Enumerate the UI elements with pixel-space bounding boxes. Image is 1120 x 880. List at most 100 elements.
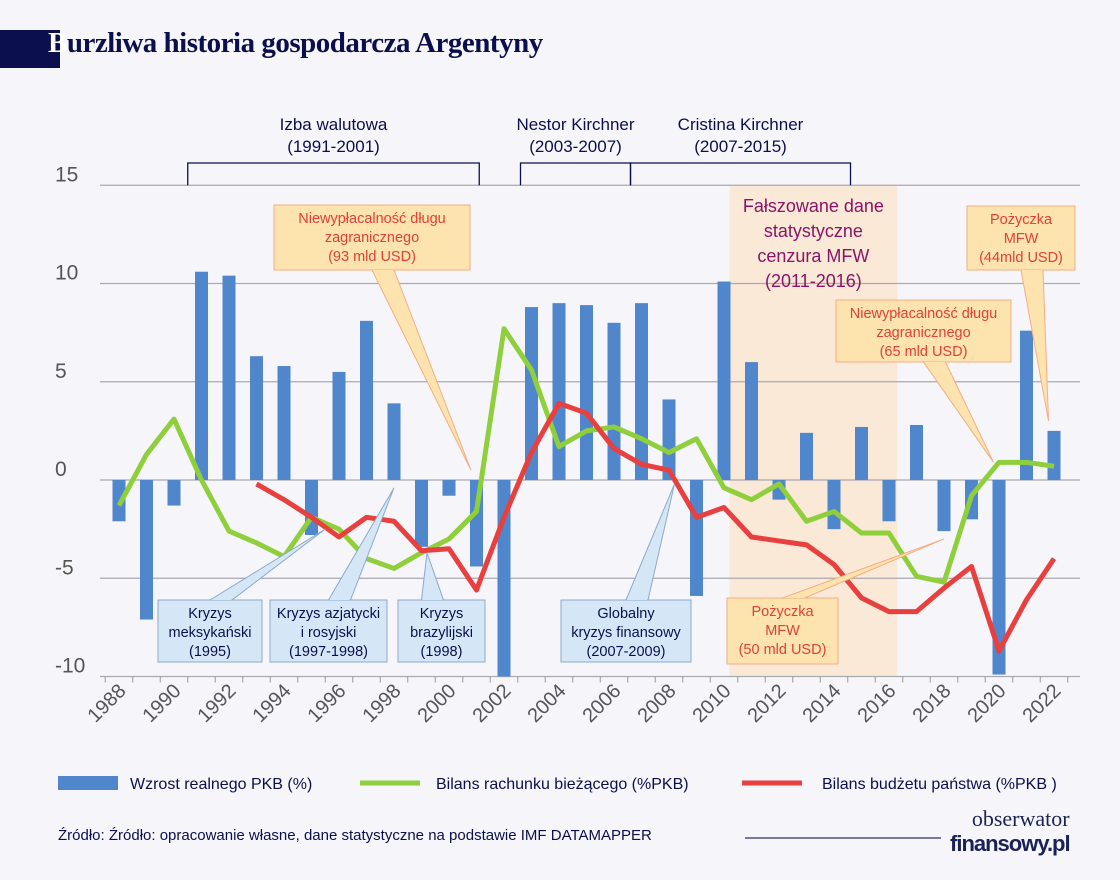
period-bracket [187, 162, 480, 186]
x-tick-label: 1992 [194, 680, 241, 727]
period-label: (2007-2015) [694, 137, 787, 156]
bar-gdp-growth [195, 271, 208, 480]
callout-label: (1995) [189, 644, 231, 660]
legend-label-current-account: Bilans rachunku bieżącego (%PKB) [436, 776, 689, 793]
bar-gdp-growth [580, 305, 593, 480]
callout-label: i rosyjski [301, 625, 357, 641]
bar-gdp-growth [387, 403, 401, 480]
bar-gdp-growth [607, 322, 621, 480]
bar-gdp-growth [332, 371, 346, 480]
logo-line2: finansowy.pl [950, 831, 1071, 856]
x-tick-label: 2018 [909, 680, 956, 727]
callout-label: brazylijski [410, 625, 473, 641]
x-tick-label: 1990 [139, 680, 186, 727]
shaded-period-label: Fałszowane dane [743, 196, 884, 216]
title-first-letter: B [48, 27, 67, 59]
x-tick-label: 2006 [579, 680, 626, 727]
callout-join [924, 362, 964, 413]
bar-gdp-growth [882, 480, 896, 522]
callout-label: zagranicznego [876, 325, 970, 341]
shaded-period-label: statystyczne [764, 221, 863, 241]
x-tick-label: 2010 [689, 680, 736, 727]
period-label: Nestor Kirchner [516, 115, 634, 134]
period-label: (1991-2001) [287, 137, 380, 156]
bar-gdp-growth [250, 356, 263, 480]
x-tick-label: 2014 [799, 680, 846, 727]
shaded-period-label: (2011-2016) [765, 271, 862, 291]
chart-title: Burzliwa historia gospodarcza Argentyny [48, 27, 543, 60]
callout-join [211, 564, 274, 600]
bar-gdp-growth [415, 480, 428, 547]
callout-join [373, 270, 427, 371]
callout-label: meksykański [169, 625, 252, 641]
bar-gdp-growth [222, 275, 236, 480]
bar-gdp-growth [690, 480, 703, 596]
callout-box [966, 205, 1076, 271]
x-tick-label: 2004 [524, 680, 571, 727]
callout-label: MFW [1004, 231, 1039, 247]
callout-label: (65 mld USD) [880, 344, 968, 360]
bar-gdp-growth [442, 480, 456, 496]
callout-label: kryzys finansowy [571, 625, 681, 641]
bar-gdp-growth [525, 307, 538, 480]
callout-label: Niewypłacalność długu [298, 211, 446, 227]
callout-pointer [371, 269, 472, 471]
callout-pointer [922, 361, 994, 463]
logo: obserwator finansowy.pl [950, 806, 1071, 856]
line-budget-balance [255, 400, 1057, 654]
line-current-account [116, 326, 1055, 585]
bar-gdp-growth [1020, 330, 1033, 480]
y-tick-label: 15 [55, 163, 78, 186]
bar-gdp-growth [552, 303, 566, 480]
callout-label: (2007-2009) [587, 644, 666, 660]
shaded-period-label: cenzura MFW [757, 246, 869, 266]
callout-label: Niewypłacalność długu [850, 306, 998, 322]
x-tick-label: 2008 [634, 680, 681, 727]
callout-label: Pożyczka [751, 604, 814, 620]
source-note: Źródło: Źródło: opracowanie własne, dane… [58, 827, 652, 844]
logo-line1: obserwator [971, 806, 1070, 831]
callout-label: Kryzys [188, 606, 232, 622]
callout-label: MFW [765, 623, 800, 639]
x-tick-label: 1996 [304, 680, 351, 727]
bar-gdp-growth [827, 480, 841, 530]
callout-join [783, 568, 869, 598]
callout-box [560, 599, 692, 663]
callout-label: (1997-1998) [289, 644, 368, 660]
bar-gdp-growth [360, 320, 373, 480]
callout-pointer [625, 483, 675, 601]
source-divider [745, 837, 941, 839]
x-tick-label: 2012 [744, 680, 791, 727]
legend-label-gdp: Wzrost realnego PKB (%) [130, 776, 312, 793]
bar-gdp-growth [910, 424, 923, 480]
callout-join [329, 543, 367, 600]
callout-label: zagranicznego [325, 230, 419, 246]
callout-label: (93 mld USD) [328, 249, 416, 265]
bar-gdp-growth [800, 432, 813, 480]
bar-gdp-growth [717, 281, 731, 480]
callout-label: (1998) [421, 644, 463, 660]
bar-gdp-growth [1047, 430, 1061, 480]
period-label: Cristina Kirchner [678, 115, 804, 134]
callout-join [422, 576, 443, 600]
callout-pointer [327, 487, 395, 601]
callout-label: Kryzys azjatycki [277, 606, 380, 622]
x-tick-label: 1998 [359, 680, 406, 727]
y-tick-label: -10 [55, 655, 85, 678]
x-tick-label: 2016 [854, 680, 901, 727]
bar-gdp-growth [277, 366, 291, 480]
bar-gdp-growth [745, 362, 758, 480]
x-tick-label: 2020 [964, 680, 1011, 727]
bar-gdp-growth [140, 480, 153, 620]
callout-box [157, 599, 263, 663]
bar-gdp-growth [662, 399, 676, 480]
callout-join [1022, 270, 1042, 346]
legend-label-budget: Bilans budżetu państwa (%PKB ) [822, 776, 1057, 793]
callout-label: Kryzys [420, 606, 464, 622]
callout-box [273, 204, 471, 271]
callout-label: Globalny [597, 606, 655, 622]
callout-box [269, 599, 388, 663]
x-tick-label: 2000 [414, 680, 461, 727]
y-tick-label: -5 [55, 556, 74, 579]
